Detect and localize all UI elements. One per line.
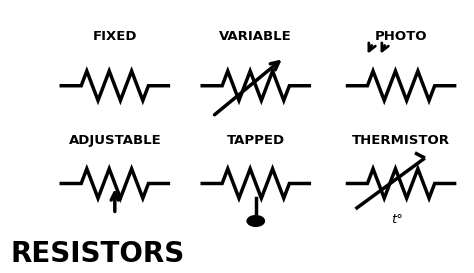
Text: t°: t°	[391, 213, 402, 226]
Text: VARIABLE: VARIABLE	[219, 30, 292, 43]
Circle shape	[247, 216, 264, 226]
Text: ADJUSTABLE: ADJUSTABLE	[68, 134, 161, 147]
Text: PHOTO: PHOTO	[375, 30, 427, 43]
Text: RESISTORS: RESISTORS	[10, 241, 184, 268]
Text: TAPPED: TAPPED	[227, 134, 285, 147]
Text: FIXED: FIXED	[92, 30, 137, 43]
Text: THERMISTOR: THERMISTOR	[352, 134, 450, 147]
